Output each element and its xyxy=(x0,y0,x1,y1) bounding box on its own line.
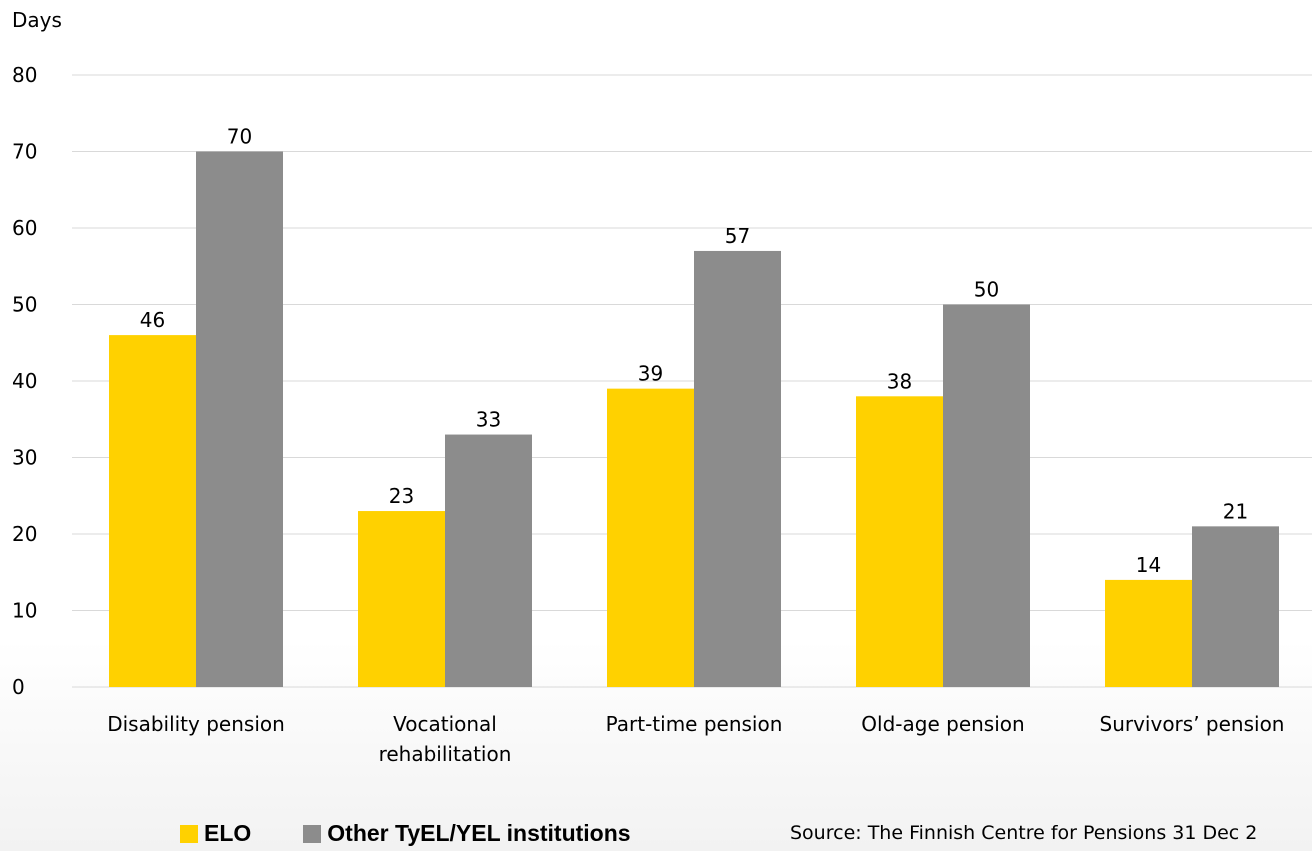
data-label: 57 xyxy=(725,224,750,248)
legend-swatch-elo xyxy=(180,824,198,843)
data-label: 50 xyxy=(974,278,999,302)
y-tick-label: 40 xyxy=(12,369,37,393)
bar xyxy=(856,396,943,687)
data-label: 33 xyxy=(476,408,501,432)
legend-item-other: Other TyEL/YEL institutions xyxy=(303,820,631,847)
x-tick-label: Disability pension xyxy=(107,712,285,736)
y-tick-label: 10 xyxy=(12,599,37,623)
legend-label-other: Other TyEL/YEL institutions xyxy=(327,820,631,846)
data-label: 23 xyxy=(389,484,414,508)
bar xyxy=(1192,526,1279,687)
bar-chart: 0 10 20 30 40 50 60 70 80 46 70 Disability pension 2… xyxy=(12,63,1312,766)
data-label: 46 xyxy=(140,308,165,332)
y-tick-label: 30 xyxy=(12,446,37,470)
data-label: 14 xyxy=(1136,553,1161,577)
x-tick-label: Vocational xyxy=(393,712,497,736)
y-tick-label: 80 xyxy=(12,63,37,87)
y-axis-title: Days xyxy=(12,8,62,32)
y-tick-label: 60 xyxy=(12,216,37,240)
legend-item-elo: ELO xyxy=(180,820,251,847)
bar xyxy=(694,250,781,687)
y-tick-label: 50 xyxy=(12,293,37,317)
x-tick-label: Part-time pension xyxy=(606,712,783,736)
x-tick-label: Old-age pension xyxy=(861,712,1024,736)
bar xyxy=(607,388,694,687)
y-tick-label: 20 xyxy=(12,522,37,546)
data-label: 21 xyxy=(1223,499,1248,523)
bar xyxy=(1105,579,1192,687)
legend-swatch-other xyxy=(303,824,322,843)
x-tick-label: Survivors’ pension xyxy=(1100,712,1285,736)
y-tick-label: 70 xyxy=(12,140,37,164)
bar xyxy=(358,511,445,687)
y-tick-label: 0 xyxy=(12,675,25,699)
x-tick-label: rehabilitation xyxy=(379,742,512,766)
data-label: 70 xyxy=(227,125,252,149)
bar xyxy=(943,304,1030,687)
data-label: 39 xyxy=(638,362,663,386)
legend: ELO Other TyEL/YEL institutions xyxy=(180,820,683,847)
data-label: 38 xyxy=(887,369,912,393)
legend-label-elo: ELO xyxy=(204,820,252,846)
bar xyxy=(196,151,283,687)
bar xyxy=(109,335,196,687)
source-note: Source: The Finnish Centre for Pensions … xyxy=(790,822,1258,844)
bar xyxy=(445,434,532,687)
